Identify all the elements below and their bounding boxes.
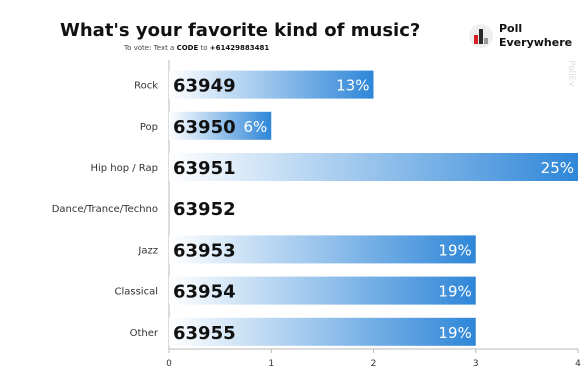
category-label: Pop [140,122,158,133]
logo-line-1: Poll [499,22,523,35]
percent-label: 19% [438,241,471,259]
vote-prefix: To vote: [124,44,152,52]
x-tick-label: 2 [371,359,377,369]
poll-everywhere-logo[interactable]: Poll Everywhere [463,20,581,56]
bar [169,153,578,181]
x-tick-label: 4 [575,359,581,369]
category-label: Dance/Trance/Techno [52,204,158,215]
bar [169,111,272,140]
chart-title: What's your favorite kind of music? [60,20,421,41]
vote-instructions: To vote: Text a CODE to +61429883481 [124,44,269,52]
bar [169,276,476,305]
vote-number: +61429883481 [209,44,270,52]
bar [169,70,374,99]
bar [169,317,476,346]
percent-label: 19% [438,283,471,301]
category-label: Rock [134,81,158,92]
logo-text: Poll Everywhere [499,22,572,50]
vote-code-label: 63949 [173,76,236,97]
vote-code-label: 63953 [173,240,236,261]
vote-code-label: 63952 [173,199,236,220]
poll-logo-icon [469,24,493,48]
x-tick-label: 3 [473,359,479,369]
category-label: Other [130,328,159,339]
side-watermark: PollEv [566,60,576,87]
vote-code-label: 63955 [173,323,236,344]
percent-label: 6% [243,118,267,136]
x-tick-label: 0 [166,359,172,369]
percent-label: 19% [438,324,471,342]
category-label: Classical [115,287,159,298]
vote-mid: Text a [153,44,175,52]
percent-label: 25% [541,159,574,177]
logo-line-2: Everywhere [499,36,573,49]
category-label: Jazz [137,245,158,256]
bar [169,235,476,264]
vote-to: to [200,44,208,52]
vote-code-label: 63951 [173,158,236,179]
vote-code: CODE [176,44,199,52]
vote-code-label: 63954 [173,282,236,303]
vote-code-label: 63950 [173,117,236,138]
percent-label: 13% [336,77,369,95]
category-label: Hip hop / Rap [90,163,158,174]
x-tick-label: 1 [268,359,274,369]
